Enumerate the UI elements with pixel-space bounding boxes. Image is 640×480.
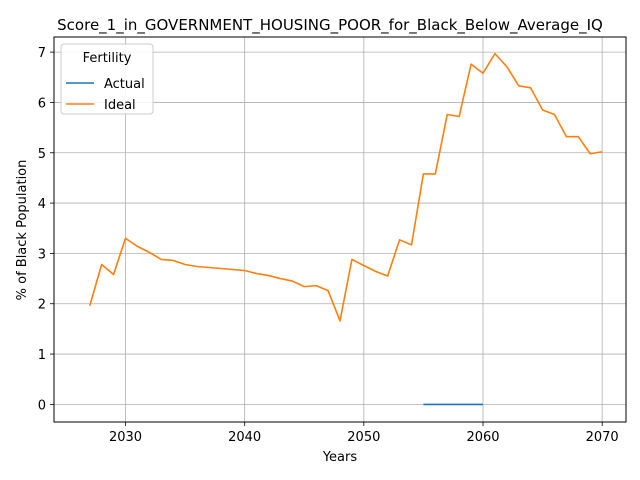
y-tick-label: 7 (38, 46, 46, 61)
plot-frame (53, 36, 627, 423)
x-tick-label: 2030 (109, 430, 142, 445)
y-tick-label: 0 (38, 398, 46, 413)
y-tick-label: 1 (38, 348, 46, 363)
x-axis-label: Years (322, 450, 358, 465)
x-tick-label: 2070 (586, 430, 619, 445)
x-tick-label: 2060 (466, 430, 499, 445)
series-line-ideal (88, 52, 603, 322)
y-tick-label: 5 (38, 147, 46, 162)
legend-label-actual: Actual (104, 77, 145, 92)
y-tick-label: 2 (38, 298, 46, 313)
y-tick-label: 4 (38, 197, 46, 212)
x-axis: 2030 2040 2050 2060 2070 (109, 422, 619, 445)
y-axis: 0 1 2 3 4 5 6 7 (38, 46, 54, 413)
series-layer (88, 52, 603, 406)
legend-box (60, 43, 154, 115)
chart-title: Score_1_in_GOVERNMENT_HOUSING_POOR_for_B… (57, 16, 603, 35)
y-tick-label: 3 (38, 247, 46, 262)
y-axis-label: % of Black Population (15, 160, 30, 301)
legend-title: Fertility (83, 51, 132, 66)
x-tick-label: 2050 (347, 430, 380, 445)
legend: Fertility Actual Ideal (60, 43, 154, 115)
x-tick-label: 2040 (228, 430, 261, 445)
legend-label-ideal: Ideal (104, 98, 136, 113)
y-tick-label: 6 (38, 96, 46, 111)
